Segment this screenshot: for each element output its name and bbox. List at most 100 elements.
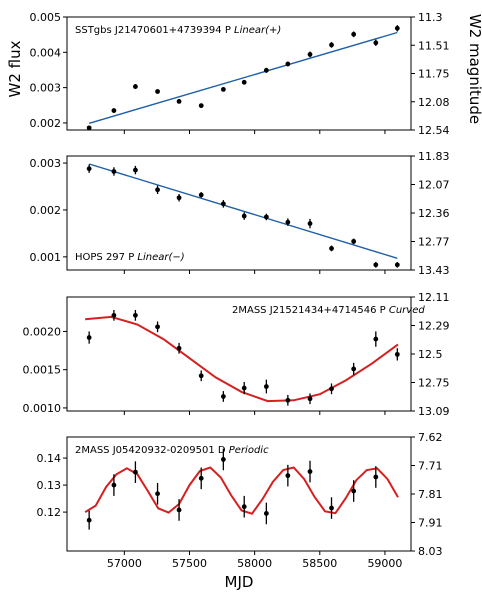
data-point [111, 482, 117, 488]
mag-tick-label: 13.43 [418, 264, 450, 277]
data-point [307, 396, 313, 402]
y-tick-label: 0.12 [37, 506, 62, 519]
data-point [329, 505, 334, 511]
panel-2: 0.001 0.002 0.003 11.83 12.07 12.36 12.77 13.43… [30, 150, 450, 277]
data-point [155, 324, 160, 330]
mag-tick-label: 11.51 [418, 39, 450, 52]
data-point [329, 42, 334, 48]
data-point [176, 345, 182, 351]
panel-label-model: Linear(+) [234, 25, 281, 36]
panel-label-model: Linear(−) [137, 252, 184, 263]
data-point [133, 312, 138, 318]
panel-label-object: 2MASS J05420932-0209501 D [75, 445, 229, 456]
data-point [198, 475, 204, 481]
mag-tick-label: 8.03 [418, 545, 443, 558]
data-point [86, 517, 92, 523]
y-axis-label-left: W2 flux [6, 40, 24, 97]
data-point [220, 201, 226, 207]
x-tick-label: 57000 [107, 557, 142, 570]
data-point [220, 457, 226, 462]
data-point [198, 192, 204, 198]
data-point [155, 89, 160, 94]
mag-tick-label: 7.81 [418, 488, 443, 501]
data-point [394, 25, 400, 31]
panels-group: 0.002 0.003 0.004 0.005 11.3 11.51 11.75 12.08 1… [23, 11, 450, 570]
mag-tick-label: 12.29 [418, 320, 450, 333]
data-point [373, 262, 379, 268]
data-point [220, 394, 226, 399]
data-point [394, 351, 400, 357]
data-point [111, 108, 117, 113]
mag-tick-label: 13.09 [418, 405, 450, 418]
mag-tick-label: 11.83 [418, 150, 450, 163]
data-point [307, 52, 313, 57]
mag-tick-label: 12.08 [418, 96, 450, 109]
y-tick-label: 0.003 [30, 82, 62, 95]
data-point [329, 246, 334, 251]
panel-label-object: SSTgbs J21470601+4739394 P [75, 25, 234, 36]
y-tick-label: 0.0010 [23, 402, 62, 415]
data-point [351, 366, 357, 372]
x-tick-label: 58500 [302, 557, 337, 570]
mag-tick-label: 12.11 [418, 291, 450, 304]
x-tick-label: 58000 [237, 557, 272, 570]
y-tick-label: 0.002 [30, 117, 62, 130]
data-point [329, 386, 334, 392]
y-tick-label: 0.003 [30, 157, 62, 170]
data-point [351, 238, 357, 244]
data-point [285, 61, 291, 67]
data-point [111, 169, 117, 174]
panel-label: SSTgbs J21470601+4739394 P Linear(+) [75, 25, 281, 36]
data-point [285, 397, 291, 403]
y-axis-label-right: W2 magnitude [466, 14, 482, 124]
mag-tick-label: 7.91 [418, 517, 443, 530]
data-point [176, 195, 182, 201]
fit-curve [85, 315, 399, 403]
mag-tick-label: 12.54 [418, 124, 450, 137]
x-tick-label: 57500 [172, 557, 207, 570]
panel-4: 0.12 0.13 0.14 7.62 7.71 7.81 7.91 8.03 57000 575… [37, 431, 443, 570]
fit-curve [84, 466, 399, 515]
panel-label-object: HOPS 297 P [75, 252, 137, 263]
mag-tick-label: 7.62 [418, 431, 443, 444]
data-point [86, 166, 92, 172]
data-point [241, 213, 247, 219]
data-point [241, 504, 247, 510]
mag-tick-label: 12.36 [418, 207, 450, 220]
panel-label: 2MASS J21521434+4714546 P Curved [232, 305, 425, 316]
mag-tick-label: 12.5 [418, 348, 443, 361]
fit-line [89, 31, 398, 124]
data-point [176, 98, 182, 104]
y-tick-label: 0.002 [30, 204, 62, 217]
panel-label: HOPS 297 P Linear(−) [75, 252, 185, 263]
data-point [133, 84, 138, 89]
data-point [133, 167, 138, 173]
mag-tick-label: 7.71 [418, 460, 443, 473]
y-tick-label: 0.0015 [23, 364, 62, 377]
data-point [133, 469, 138, 475]
mag-tick-label: 12.75 [418, 377, 450, 390]
data-point [285, 473, 291, 479]
y-tick-label: 0.0020 [23, 325, 62, 338]
data-point [198, 103, 204, 109]
data-point [307, 469, 313, 474]
data-point [263, 384, 269, 389]
panel-1: 0.002 0.003 0.004 0.005 11.3 11.51 11.75 12.08 1… [30, 11, 450, 137]
data-point [263, 67, 269, 73]
panel-label: 2MASS J05420932-0209501 D Periodic [75, 445, 269, 456]
panel-label-model: Curved [389, 305, 426, 316]
data-point [285, 219, 291, 225]
data-point [351, 488, 357, 494]
data-point [373, 336, 379, 342]
mag-tick-label: 12.07 [418, 179, 450, 192]
data-point [86, 335, 92, 340]
panel-label-model: Periodic [229, 445, 269, 456]
y-tick-label: 0.004 [30, 46, 62, 59]
data-point [263, 511, 269, 516]
y-tick-label: 0.001 [30, 251, 62, 264]
fit-line [88, 163, 398, 259]
data-point [86, 125, 92, 131]
mag-tick-label: 12.77 [418, 236, 450, 249]
data-point [198, 373, 204, 379]
